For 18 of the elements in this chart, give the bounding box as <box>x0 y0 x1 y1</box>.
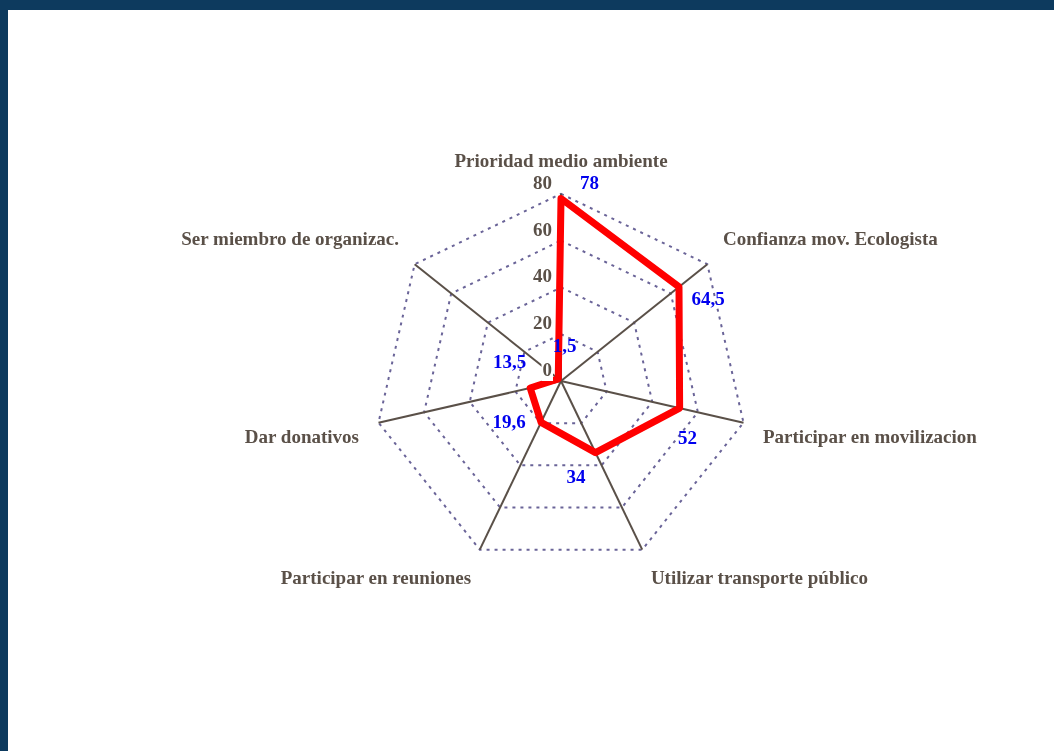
data-label: 78 <box>580 171 600 193</box>
spoke-label: Prioridad medio ambiente <box>454 150 668 172</box>
data-label: 34 <box>566 466 587 488</box>
y-tick-label: 80 <box>533 171 552 193</box>
spoke-label: Dar donativos <box>244 426 359 448</box>
y-tick-label: 0 <box>542 358 552 380</box>
data-label: 64,5 <box>691 288 725 310</box>
data-label: 19,6 <box>492 410 526 432</box>
spoke-label: Utilizar transporte público <box>650 566 868 588</box>
spoke-label: Participar en reuniones <box>280 566 472 588</box>
y-tick-label: 40 <box>533 265 552 287</box>
y-tick-label: 20 <box>533 312 552 334</box>
spoke-label: Participar en movilizacion <box>763 426 978 448</box>
y-tick-label: 60 <box>533 218 552 240</box>
spoke-label: Confianza mov. Ecologista <box>723 228 939 250</box>
spoke-label: Ser miembro de organizac. <box>181 228 399 250</box>
data-label: 52 <box>677 427 697 449</box>
data-label: 13,5 <box>493 351 527 373</box>
